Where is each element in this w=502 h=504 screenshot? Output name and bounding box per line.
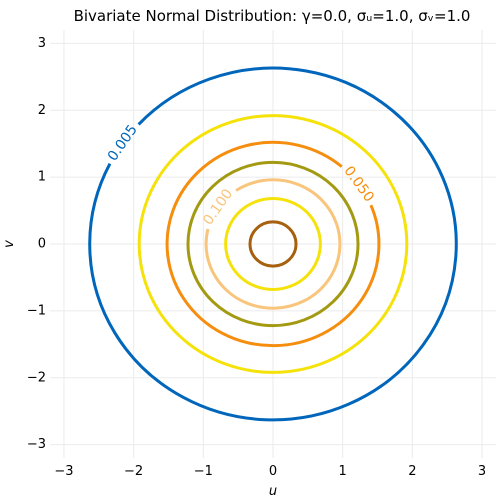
- contour-line: [165, 140, 381, 348]
- x-tick-label: 0: [269, 464, 277, 479]
- x-axis-label: u: [269, 484, 277, 499]
- contour-line: [137, 114, 409, 374]
- contour-line: [224, 197, 322, 291]
- y-tick-label: −1: [27, 303, 46, 318]
- y-tick-label: 1: [38, 170, 46, 185]
- y-axis-ticks: −3 −2 −1 0 1 2 3: [27, 36, 46, 452]
- contour-lines: [88, 66, 458, 422]
- y-tick-label: 3: [38, 36, 46, 51]
- x-axis-ticks: −3 −2 −1 0 1 2 3: [54, 464, 486, 479]
- y-axis-label: v: [2, 240, 17, 248]
- y-tick-label: −3: [27, 437, 46, 452]
- y-tick-label: 0: [38, 237, 46, 252]
- y-tick-label: 2: [38, 103, 46, 118]
- contour-line: [88, 66, 458, 422]
- contour-line: [248, 220, 298, 268]
- x-tick-label: 2: [408, 464, 416, 479]
- contour-label: 0.005: [105, 122, 141, 164]
- x-tick-label: −3: [54, 464, 73, 479]
- contour-line: [204, 178, 342, 310]
- y-tick-label: −2: [27, 370, 46, 385]
- chart-title: Bivariate Normal Distribution: γ=0.0, σᵤ…: [74, 7, 471, 25]
- x-tick-label: −2: [124, 464, 143, 479]
- x-tick-label: −1: [194, 464, 213, 479]
- grid: [50, 30, 496, 458]
- x-tick-label: 1: [339, 464, 347, 479]
- contour-label: 0.050: [340, 163, 377, 205]
- x-tick-label: 3: [478, 464, 486, 479]
- contour-line: [186, 160, 360, 328]
